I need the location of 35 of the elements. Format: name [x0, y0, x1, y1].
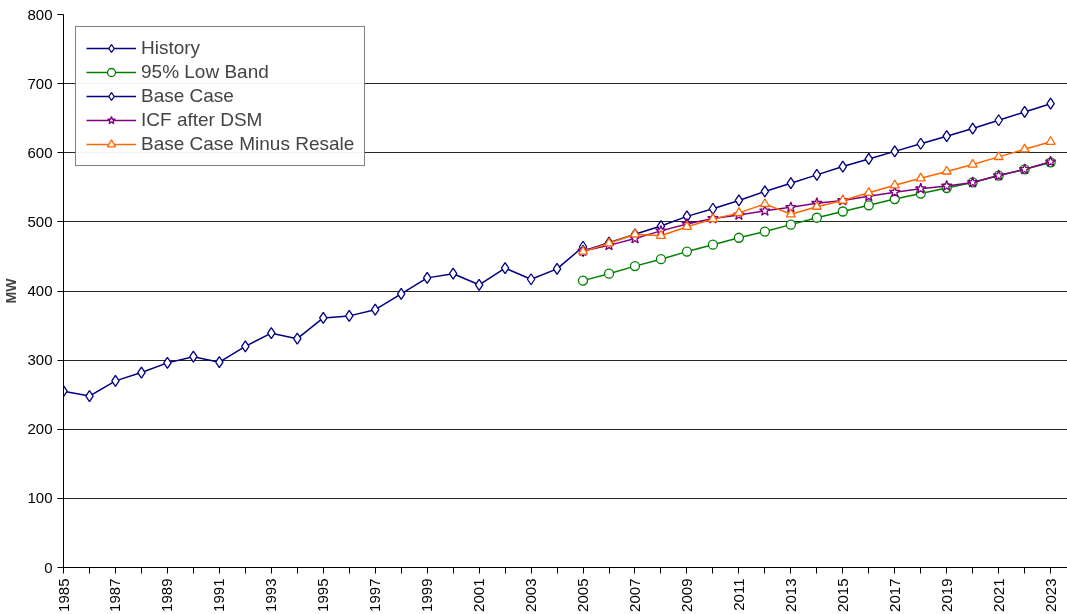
x-tick-label: 2019: [937, 578, 955, 612]
legend-label: Base Case: [141, 85, 234, 107]
x-tick-label: 2003: [522, 578, 540, 612]
legend-label: History: [141, 37, 201, 59]
x-tick-label: 2023: [1041, 578, 1059, 612]
x-tick-label: 2015: [833, 578, 851, 612]
x-tick-label: 1987: [106, 578, 124, 612]
legend-label: ICF after DSM: [141, 109, 263, 131]
x-tick-label: 1993: [262, 578, 280, 612]
y-axis-title: MW: [3, 277, 20, 304]
x-tick-label: 1985: [54, 578, 72, 612]
x-tick-label: 2017: [885, 578, 903, 612]
y-tick-label: 700: [27, 74, 53, 92]
y-tick-label: 0: [44, 558, 53, 576]
y-tick-label: 500: [27, 212, 53, 230]
y-tick-label: 600: [27, 143, 53, 161]
x-tick-label: 2001: [470, 578, 488, 612]
x-tick-label: 2007: [625, 578, 643, 612]
y-tick-label: 200: [27, 420, 53, 438]
y-tick-label: 400: [27, 282, 53, 299]
x-tick-label: 2009: [677, 578, 695, 612]
x-tick-label: 2013: [781, 578, 799, 612]
x-tick-label: 1991: [210, 578, 228, 612]
y-tick-label: 300: [27, 351, 53, 369]
x-tick-label: 2011: [729, 578, 747, 611]
x-tick-label: 1995: [314, 578, 332, 612]
y-tick-label: 100: [27, 489, 53, 507]
x-tick-label: 1997: [366, 578, 384, 612]
x-tick-label: 2005: [574, 578, 592, 612]
legend-label: Base Case Minus Resale: [141, 133, 355, 155]
x-tick-label: 1989: [158, 578, 176, 612]
x-tick-label: 1999: [418, 578, 436, 612]
y-tick-label: 800: [27, 5, 53, 23]
legend-label: 95% Low Band: [141, 61, 269, 83]
x-tick-label: 2021: [989, 578, 1007, 612]
